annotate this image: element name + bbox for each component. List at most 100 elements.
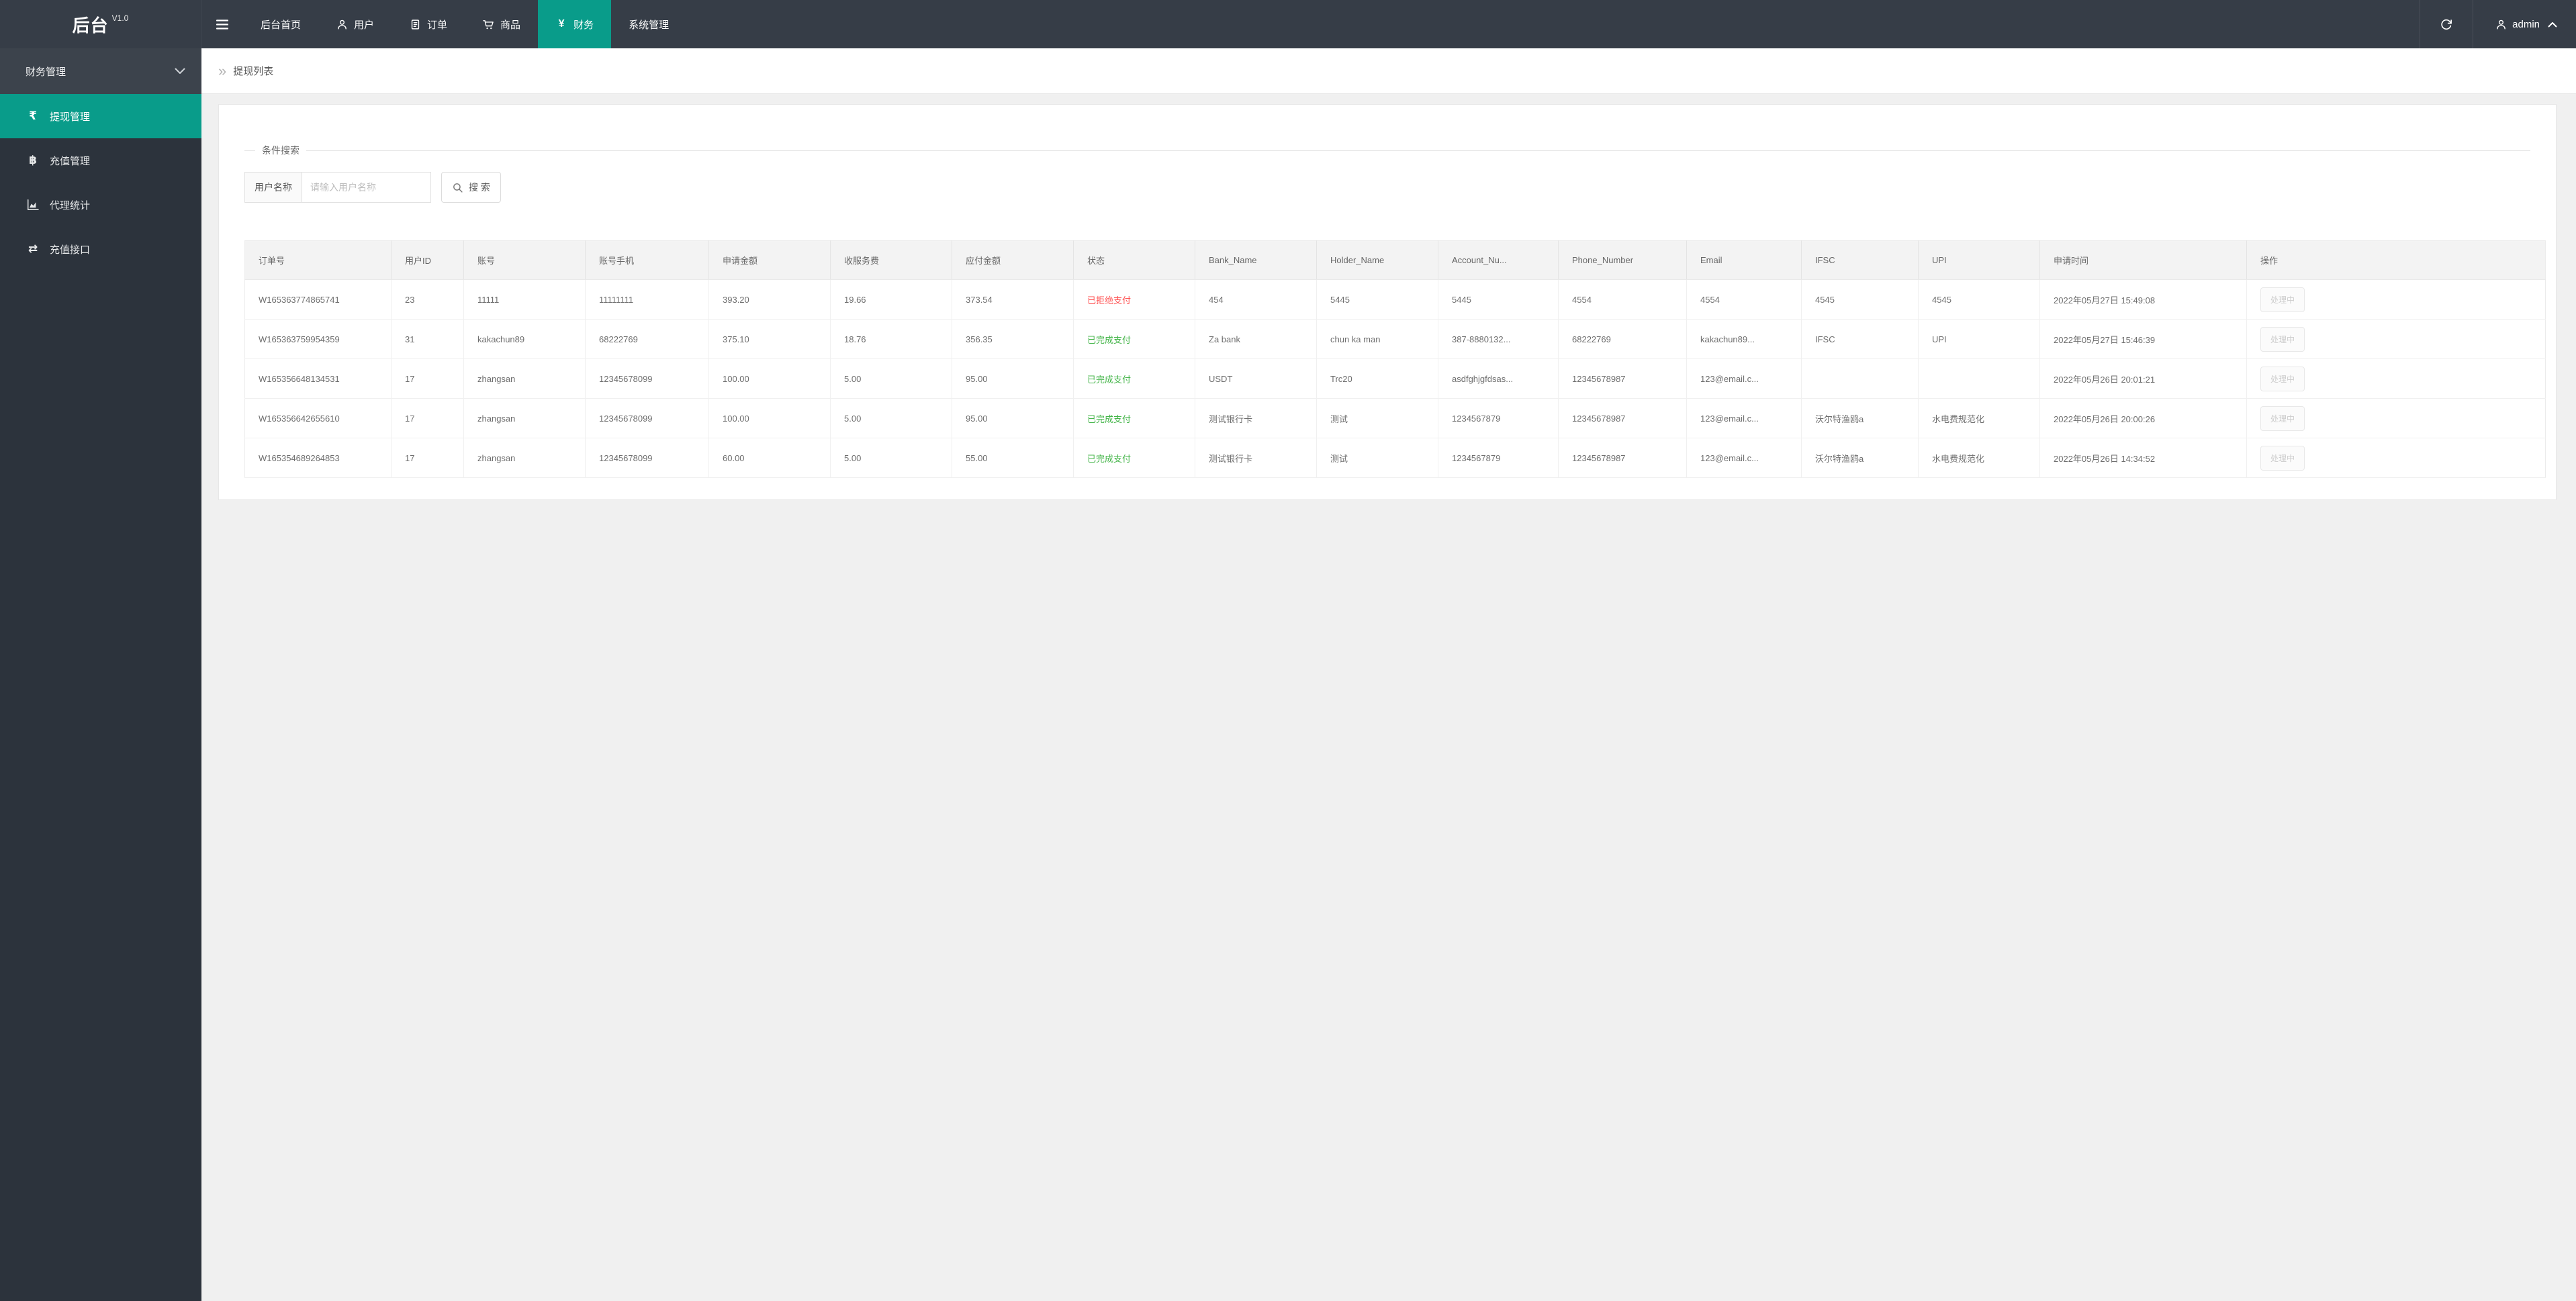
cell-phone-number: 12345678987 [1558,438,1687,478]
sidebar-group-finance[interactable]: 财务管理 [0,48,201,94]
column-header-order-no: 订单号 [244,240,392,280]
column-header-payable-amount: 应付金额 [952,240,1074,280]
cell-apply-amount: 375.10 [708,319,831,359]
cell-order-no: W165363759954359 [244,319,392,359]
order-icon [409,18,421,30]
cell-phone-number: 12345678987 [1558,398,1687,438]
cell-user-id: 17 [391,358,464,399]
nav-item-finance[interactable]: ¥ 财务 [538,0,612,48]
cell-account: zhangsan [463,398,586,438]
column-header-email: Email [1686,240,1802,280]
nav-item-label: 财务 [573,19,594,31]
table-header-row: 订单号 用户ID 账号 账号手机 申请金额 收服务费 应付金额 状态 Bank_Name Hold… [244,240,2546,280]
cell-bank-name: Za bank [1195,319,1317,359]
table-row: W165354689264853 17 zhangsan 12345678099 60.… [244,438,2546,478]
cell-upi: UPI [1918,319,2040,359]
cell-order-no: W165356642655610 [244,398,392,438]
processing-button[interactable]: 处理中 [2260,445,2305,471]
nav-item-goods[interactable]: 商品 [465,0,538,48]
cell-apply-time: 2022年05月26日 20:00:26 [2039,398,2247,438]
search-button-label: 搜 索 [469,182,490,193]
cell-user-id: 17 [391,398,464,438]
cell-phone-number: 12345678987 [1558,358,1687,399]
sidebar-item-withdraw[interactable]: ₹ 提现管理 [0,94,201,138]
nav-item-home[interactable]: 后台首页 [243,0,318,48]
double-chevron-icon: » [218,62,227,79]
sidebar-item-label: 充值管理 [50,155,91,167]
refresh-button[interactable] [2420,0,2473,48]
search-legend: 条件搜索 [262,145,300,156]
user-icon [2495,18,2507,30]
chart-icon [26,199,40,210]
column-header-apply-time: 申请时间 [2039,240,2247,280]
cell-holder-name: Trc20 [1316,358,1438,399]
cell-apply-amount: 100.00 [708,358,831,399]
table-row: W165363774865741 23 11111 11111111 393.20 19.… [244,279,2546,320]
cell-ifsc [1801,358,1919,399]
nav-item-label: 后台首页 [261,19,302,31]
hamburger-button[interactable] [201,0,243,48]
cell-user-id: 31 [391,319,464,359]
column-header-user-id: 用户ID [391,240,464,280]
rupee-icon: ₹ [29,109,37,122]
status-badge: 已完成支付 [1087,453,1132,464]
column-header-holder-name: Holder_Name [1316,240,1438,280]
nav-item-orders[interactable]: 订单 [392,0,465,48]
table-row: W165356648134531 17 zhangsan 12345678099 100… [244,358,2546,399]
cell-payable-amount: 55.00 [952,438,1074,478]
sidebar-item-recharge[interactable]: ฿ 充值管理 [0,138,201,183]
cell-service-fee: 5.00 [830,358,952,399]
cell-holder-name: 测试 [1316,438,1438,478]
cell-phone-number: 4554 [1558,279,1687,320]
status-badge: 已完成支付 [1087,374,1132,385]
chevron-down-icon [175,66,185,77]
cell-order-no: W165354689264853 [244,438,392,478]
sidebar-item-recharge-api[interactable]: ⇄ 充值接口 [0,227,201,271]
cell-service-fee: 19.66 [830,279,952,320]
sidebar-item-agent-stats[interactable]: 代理统计 [0,183,201,227]
sidebar-item-label: 充值接口 [50,244,91,256]
cell-apply-time: 2022年05月26日 14:34:52 [2039,438,2247,478]
table-body: W165363774865741 23 11111 11111111 393.20 19.… [244,279,2546,478]
status-badge: 已完成支付 [1087,334,1132,345]
main-nav: 后台首页 用户 订单 商品 ¥ 财务 系统管理 [201,0,686,48]
cell-email: 123@email.c... [1686,358,1802,399]
app-logo: 后台 V1.0 [0,0,201,48]
processing-button[interactable]: 处理中 [2260,405,2305,431]
cell-account-phone: 12345678099 [585,358,709,399]
search-row: 用户名称 搜 索 [244,172,2530,203]
nav-item-system[interactable]: 系统管理 [611,0,686,48]
cell-status: 已完成支付 [1073,438,1195,478]
column-header-action: 操作 [2246,240,2546,280]
username-input[interactable] [302,172,431,203]
sidebar-item-label: 代理统计 [50,199,91,211]
cell-bank-name: 测试银行卡 [1195,398,1317,438]
yen-icon: ¥ [558,18,565,30]
processing-button[interactable]: 处理中 [2260,287,2305,312]
nav-item-users[interactable]: 用户 [318,0,392,48]
cell-payable-amount: 373.54 [952,279,1074,320]
cell-payable-amount: 95.00 [952,358,1074,399]
cell-apply-amount: 393.20 [708,279,831,320]
cell-ifsc: 沃尔特渔鸥a [1801,398,1919,438]
cell-ifsc: 4545 [1801,279,1919,320]
column-header-status: 状态 [1073,240,1195,280]
cell-email: 123@email.c... [1686,438,1802,478]
column-header-account-phone: 账号手机 [585,240,709,280]
navbar-right: admin [2420,0,2576,48]
chevron-up-icon [2548,21,2557,28]
column-header-account: 账号 [463,240,586,280]
cell-account-phone: 11111111 [585,279,709,320]
nav-item-label: 商品 [500,19,521,31]
cell-bank-name: USDT [1195,358,1317,399]
cell-action: 处理中 [2246,358,2546,399]
processing-button[interactable]: 处理中 [2260,326,2305,352]
admin-menu[interactable]: admin [2473,0,2576,48]
processing-button[interactable]: 处理中 [2260,366,2305,391]
cell-bank-name: 测试银行卡 [1195,438,1317,478]
cell-payable-amount: 356.35 [952,319,1074,359]
sidebar-item-label: 提现管理 [50,111,91,123]
cell-ifsc: 沃尔特渔鸥a [1801,438,1919,478]
search-button[interactable]: 搜 索 [441,172,501,203]
breadcrumb: » 提现列表 [201,48,2576,94]
